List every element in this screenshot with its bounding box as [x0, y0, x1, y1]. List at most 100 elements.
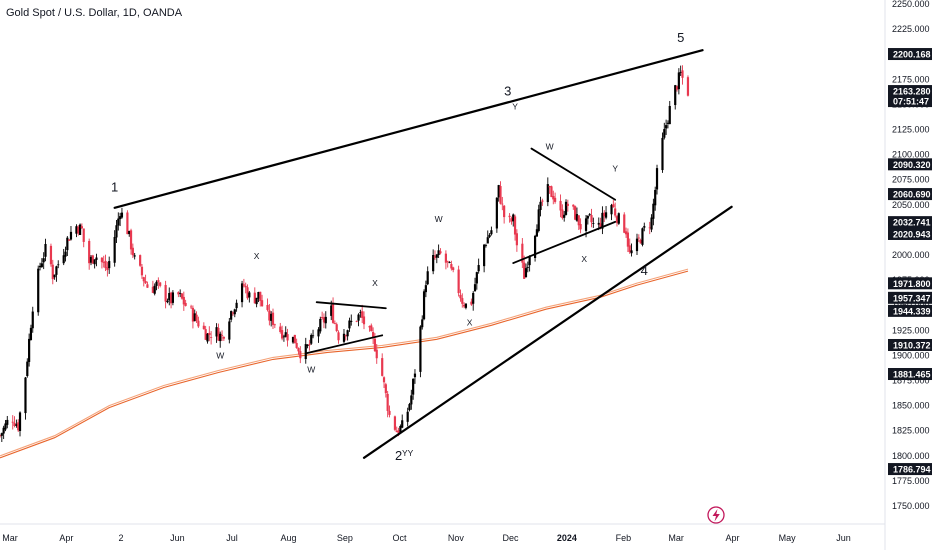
candle-body	[350, 320, 353, 322]
moving-average-line	[0, 268, 689, 457]
candle-body	[133, 255, 136, 257]
candle-body	[470, 301, 473, 305]
price-tick-label: 1900.000	[892, 350, 930, 360]
trendline[interactable]	[530, 147, 617, 201]
candle-body	[484, 245, 488, 246]
trendline[interactable]	[362, 205, 733, 459]
trendline[interactable]	[113, 49, 704, 209]
candle-body	[253, 292, 256, 304]
time-tick-label: Dec	[502, 533, 519, 543]
candle-body	[575, 214, 579, 221]
candle-body	[306, 344, 309, 347]
candle-body	[304, 344, 307, 360]
trendline[interactable]	[315, 301, 387, 310]
candle-body	[102, 262, 105, 263]
plot-background[interactable]	[0, 0, 885, 524]
candle-body	[191, 307, 195, 322]
time-tick-label: 2	[119, 533, 124, 543]
candle-body	[533, 235, 537, 258]
candle-body	[233, 309, 236, 315]
time-tick-label: May	[779, 533, 797, 543]
candle-body	[177, 292, 180, 295]
candle-body	[95, 257, 98, 260]
candle-body	[119, 216, 122, 220]
candle-body	[413, 373, 417, 378]
candle-body	[293, 334, 296, 344]
candle-body	[539, 201, 542, 210]
candle-body	[80, 226, 83, 229]
candle-body	[108, 261, 111, 269]
candle-body	[37, 268, 40, 313]
candle-body	[346, 330, 349, 337]
price-label-badge	[888, 158, 932, 171]
candle-body	[15, 424, 18, 426]
candle-body	[333, 323, 336, 324]
candle-body	[235, 302, 238, 309]
moving-averages	[0, 268, 689, 459]
candle-body	[330, 305, 333, 316]
price-label-badge	[888, 463, 932, 476]
candle-body	[408, 404, 411, 411]
price-label-text: 1881.465	[893, 370, 931, 380]
candle-body	[448, 262, 451, 264]
candle-body	[24, 377, 27, 414]
time-tick-label: Jul	[226, 533, 238, 543]
lightning-icon[interactable]	[707, 506, 725, 524]
candle-body	[666, 122, 670, 124]
candle-body	[477, 265, 480, 272]
candle-body	[463, 304, 466, 307]
price-tick-label: 2050.000	[892, 200, 930, 210]
time-axis[interactable]: Mar Apr 2 Jun Jul Aug Sep Oct Nov Dec 2024 Feb Mar Ap…	[2, 533, 851, 543]
candle-body	[550, 186, 553, 198]
time-tick-label: Mar	[668, 533, 684, 543]
candle-body	[501, 203, 504, 205]
candle-body	[106, 267, 109, 271]
plot-area[interactable]	[0, 0, 886, 550]
candle-body	[342, 333, 346, 342]
candle-body	[499, 186, 502, 204]
candle-body	[190, 306, 193, 308]
candle-body	[291, 336, 295, 343]
candle-body	[624, 231, 628, 235]
candle-body	[375, 349, 378, 359]
candle-body	[435, 254, 438, 258]
candle-body	[179, 293, 182, 294]
price-tick-label: 1875.000	[892, 376, 930, 386]
candle-body	[321, 317, 324, 319]
candle-body	[62, 255, 65, 264]
candle-body	[2, 427, 5, 434]
trendlines[interactable]	[113, 49, 733, 459]
price-tick-label: 2175.000	[892, 74, 930, 84]
price-label-text: 2020.943	[893, 229, 931, 239]
price-label-badge	[888, 227, 932, 240]
candle-body	[182, 296, 185, 305]
candle-body	[412, 378, 415, 395]
candle-body	[18, 412, 22, 431]
candle-body	[586, 215, 589, 219]
candle-body	[259, 291, 262, 301]
candle-body	[271, 312, 275, 325]
candle-body	[139, 255, 142, 266]
candle-body	[204, 329, 207, 340]
trendline[interactable]	[304, 334, 384, 355]
candle-body	[195, 314, 198, 321]
price-tick-label: 2000.000	[892, 250, 930, 260]
candle-body	[266, 305, 269, 310]
price-label-text: 1910.372	[893, 340, 931, 350]
candle-body	[82, 228, 85, 242]
trendline[interactable]	[512, 220, 617, 264]
candle-body	[166, 300, 169, 303]
candle-body	[348, 320, 351, 329]
candle-body	[464, 303, 468, 308]
price-tick-label: 1775.000	[892, 476, 930, 486]
candle-body	[677, 72, 680, 90]
candle-body	[6, 419, 9, 425]
wave-label: X	[254, 251, 260, 261]
candle-body	[222, 337, 225, 339]
price-axis[interactable]: 1750.000 1775.000 1800.000 1825.000 1850.000…	[888, 0, 932, 511]
candle-body	[11, 421, 14, 423]
candle-body	[42, 258, 45, 263]
price-label-text: 2200.168	[893, 50, 931, 60]
